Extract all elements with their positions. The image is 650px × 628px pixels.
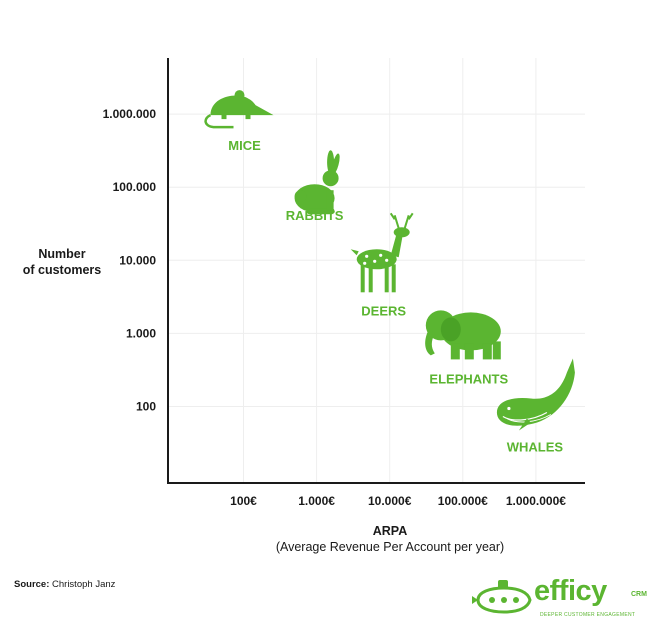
x-axis-title-main: ARPA	[372, 524, 408, 538]
x-tick-label: 10.000€	[368, 494, 412, 508]
source-label: Source:	[14, 579, 50, 590]
x-tick-label: 1.000.000€	[506, 494, 566, 508]
point-label-elephants: ELEPHANTS	[429, 371, 508, 386]
y-axis-title-line-1: Number	[38, 247, 86, 261]
data-points: MICE RABBITS DEERS ELEPHANTS WHALES	[204, 90, 575, 455]
deer-icon	[350, 212, 414, 293]
logo-wordmark: efficy	[534, 575, 607, 607]
y-axis-ticks: 100 1.000 10.000 100.000 1.000.000	[103, 107, 157, 413]
y-tick-label: 100	[136, 400, 156, 414]
logo-tagline: DEEPER CUSTOMER ENGAGEMENT	[540, 612, 636, 618]
efficy-logo: efficy CRM DEEPER CUSTOMER ENGAGEMENT	[472, 575, 647, 624]
y-axis-title: Number of customers	[2, 246, 122, 278]
logo-suffix: CRM	[631, 591, 647, 598]
submarine-icon	[472, 580, 532, 614]
y-tick-label: 1.000.000	[103, 107, 157, 121]
x-tick-label: 100€	[230, 494, 257, 508]
point-label-whales: WHALES	[507, 440, 564, 455]
rabbit-icon	[294, 150, 340, 215]
point-label-rabbits: RABBITS	[286, 208, 344, 223]
x-axis-title: ARPA (Average Revenue Per Account per ye…	[240, 523, 540, 555]
y-tick-label: 1.000	[126, 326, 156, 340]
source-value: Christoph Janz	[52, 579, 116, 590]
mouse-icon	[204, 90, 274, 129]
y-tick-label: 10.000	[119, 253, 156, 267]
x-tick-label: 1.000€	[298, 494, 335, 508]
y-axis-title-line-2: of customers	[22, 263, 102, 277]
point-label-deers: DEERS	[361, 303, 406, 318]
x-tick-label: 100.000€	[438, 494, 488, 508]
point-label-mice: MICE	[228, 138, 261, 153]
y-tick-label: 100.000	[113, 180, 157, 194]
x-axis-ticks: 100€ 1.000€ 10.000€ 100.000€ 1.000.000€	[230, 494, 566, 508]
x-axis-title-sub: (Average Revenue Per Account per year)	[275, 540, 505, 554]
elephant-icon	[425, 310, 501, 360]
whale-icon	[496, 358, 575, 431]
source-note: Source: Christoph Janz	[14, 579, 115, 590]
